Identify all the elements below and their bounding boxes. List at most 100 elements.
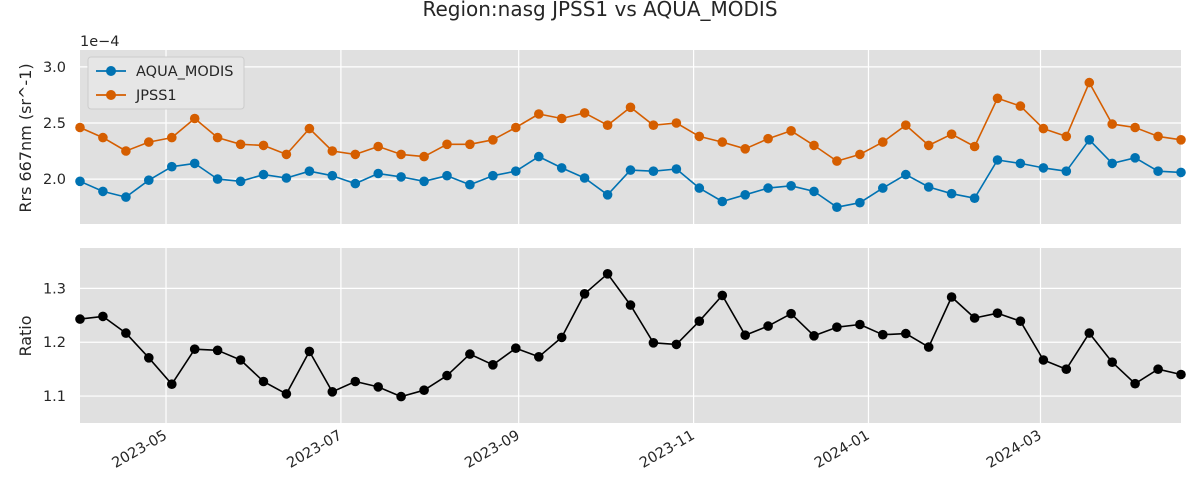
x-tick-label: 2024-01: [812, 428, 872, 472]
bottom-data-point: [465, 349, 475, 359]
top-data-point: [878, 183, 888, 193]
top-data-point: [1153, 166, 1163, 176]
chart-title: Region:nasg JPSS1 vs AQUA_MODIS: [422, 0, 777, 21]
top-data-point: [1176, 167, 1186, 178]
top-data-point: [488, 135, 498, 145]
top-data-point: [1107, 119, 1117, 129]
top-data-point: [855, 149, 865, 160]
bottom-data-point: [1061, 364, 1072, 375]
bottom-data-point: [556, 332, 567, 343]
top-data-point: [832, 156, 842, 166]
bottom-data-point: [144, 353, 154, 363]
top-data-point: [212, 174, 223, 184]
bottom-data-point: [121, 328, 131, 338]
bottom-data-point: [235, 355, 246, 365]
top-data-point: [350, 149, 361, 160]
legend-aqua-label: AQUA_MODIS: [136, 64, 233, 80]
bottom-data-point: [786, 308, 796, 319]
top-panel-y-ticks: 2.0 2.5 3.0: [43, 60, 66, 188]
top-data-point: [1130, 122, 1140, 133]
top-data-point: [121, 192, 131, 202]
top-data-point: [511, 122, 521, 133]
x-axis-ticks: 2023-05 2023-07 2023-09 2023-11 2024-01 2024-…: [110, 428, 1045, 472]
top-data-point: [189, 113, 200, 124]
top-data-point: [167, 161, 177, 172]
top-data-point: [1084, 135, 1095, 145]
top-data-point: [625, 102, 636, 113]
top-data-point: [281, 149, 292, 160]
top-data-point: [923, 182, 934, 192]
top-y-tick-label: 3.0: [43, 60, 66, 76]
top-data-point: [556, 113, 567, 124]
top-data-point: [373, 168, 384, 179]
top-data-point: [144, 175, 154, 185]
bottom-panel-grid: [80, 248, 1181, 423]
top-data-point: [1038, 163, 1049, 173]
top-data-point: [373, 141, 384, 152]
top-data-point: [75, 122, 85, 133]
bottom-data-point: [511, 343, 521, 354]
top-data-point: [396, 149, 406, 160]
top-data-point: [855, 197, 865, 208]
top-data-point: [304, 123, 315, 134]
top-data-point: [235, 176, 246, 187]
top-data-point: [763, 133, 773, 144]
bottom-data-point: [488, 360, 498, 370]
top-data-point: [671, 164, 682, 174]
top-y-axis-label: Rrs 667nm (sr^-1): [16, 63, 35, 212]
top-data-point: [556, 163, 567, 173]
top-data-point: [694, 131, 705, 142]
top-data-point: [832, 202, 842, 212]
top-data-point: [740, 190, 750, 200]
bottom-panel-y-ticks: 1.1 1.2 1.3: [43, 281, 66, 405]
top-data-point: [258, 140, 269, 151]
top-data-point: [465, 139, 475, 150]
top-data-point: [1015, 101, 1026, 111]
top-data-point: [465, 179, 475, 190]
bottom-data-point: [946, 292, 957, 302]
top-data-point: [281, 173, 292, 183]
top-data-point: [144, 137, 154, 147]
top-data-point: [1084, 77, 1095, 88]
top-data-point: [304, 166, 315, 176]
bottom-data-point: [75, 314, 85, 324]
top-data-point: [442, 170, 452, 181]
top-data-point: [809, 140, 819, 151]
bottom-data-point: [740, 330, 750, 341]
top-data-point: [648, 120, 659, 130]
bottom-data-point: [189, 344, 200, 355]
top-data-point: [579, 108, 590, 118]
x-tick-label: 2023-05: [110, 428, 170, 472]
bottom-data-point: [878, 329, 888, 340]
bottom-data-point: [923, 342, 934, 352]
top-data-point: [1061, 166, 1072, 176]
top-data-point: [1038, 123, 1049, 134]
top-panel-background: [80, 50, 1181, 224]
bottom-data-point: [717, 290, 728, 301]
bottom-data-point: [1084, 328, 1095, 338]
top-data-point: [488, 170, 498, 181]
top-data-point: [258, 169, 269, 180]
top-data-point: [98, 186, 108, 197]
top-data-point: [98, 132, 108, 143]
top-data-point: [602, 120, 613, 130]
bottom-data-point: [1130, 378, 1140, 389]
top-data-point: [969, 141, 980, 152]
x-tick-label: 2023-11: [637, 428, 697, 472]
top-data-point: [1176, 135, 1186, 145]
top-data-point: [786, 181, 796, 191]
bottom-data-point: [534, 352, 544, 362]
bottom-panel-background: [80, 248, 1181, 423]
bottom-y-tick-label: 1.1: [43, 389, 66, 405]
x-tick-label: 2023-09: [462, 428, 522, 472]
top-data-point: [878, 137, 888, 147]
legend: AQUA_MODIS JPSS1: [87, 56, 245, 110]
y-offset-label: 1e−4: [80, 34, 120, 50]
top-data-point: [167, 132, 177, 143]
bottom-data-point: [1107, 357, 1117, 368]
top-data-point: [786, 126, 796, 136]
top-data-point: [396, 172, 406, 182]
top-data-point: [901, 120, 911, 130]
bottom-data-point: [694, 316, 705, 327]
bottom-y-tick-label: 1.3: [43, 281, 66, 297]
